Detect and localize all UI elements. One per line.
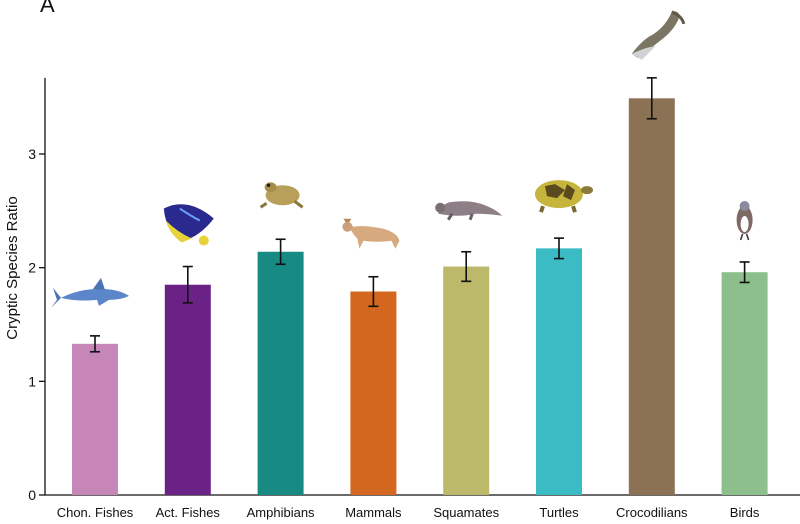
x-tick-label: Act. Fishes (156, 505, 221, 520)
bird-legs (739, 233, 750, 241)
x-tick-label: Mammals (345, 505, 402, 520)
frog-legs (259, 200, 304, 209)
animal-icons (51, 10, 753, 308)
y-axis-title: Cryptic Species Ratio (4, 196, 21, 339)
bar (628, 98, 675, 495)
tortoise-head (581, 186, 593, 195)
x-tick-label: Birds (730, 505, 760, 520)
bird-breast (740, 215, 749, 232)
x-tick-label: Chon. Fishes (57, 505, 134, 520)
y-tick-label: 1 (28, 373, 36, 389)
lizard-icon (435, 201, 503, 221)
fish-stripe (179, 207, 201, 222)
bar (350, 291, 397, 495)
x-tick-labels: Chon. Fishes Act. Fishes Amphibians Mammals… (57, 505, 760, 520)
crocodile-icon (631, 10, 686, 60)
croc-body (631, 11, 680, 58)
frog-icon (259, 182, 304, 209)
y-tick-label: 2 (28, 260, 36, 276)
bar (721, 272, 768, 495)
shark-tail (51, 287, 61, 308)
error-bars (90, 77, 750, 353)
shark-icon (51, 277, 129, 308)
croc-tail (671, 10, 686, 25)
bar (257, 251, 304, 495)
y-tick-label: 3 (28, 146, 36, 162)
axes: 0 1 2 3 (28, 77, 800, 503)
wildcat-icon (342, 218, 400, 249)
lizard-body (438, 201, 503, 216)
lizard-head (435, 202, 446, 213)
bird-icon (736, 200, 753, 241)
croc-jaw (631, 45, 656, 60)
frog-eye (266, 183, 271, 188)
x-tick-label: Turtles (539, 505, 579, 520)
tortoise-icon (535, 180, 593, 213)
x-tick-label: Crocodilians (616, 505, 688, 520)
bar (443, 266, 490, 495)
bars (72, 98, 768, 495)
bar (536, 248, 582, 495)
bar (72, 343, 118, 495)
shark-body (61, 288, 129, 306)
fish-yellow (165, 220, 192, 243)
shark-fin (93, 277, 105, 290)
fish-tail (198, 235, 209, 246)
y-tick-label: 0 (28, 487, 36, 503)
cat-body (347, 222, 400, 249)
bar (164, 284, 211, 495)
cat-head (342, 221, 353, 232)
frog-head (264, 182, 277, 193)
bird-head (739, 200, 750, 211)
panel-label: A (40, 0, 55, 17)
lizard-legs (446, 212, 474, 221)
x-tick-label: Amphibians (247, 505, 315, 520)
fish-body (163, 204, 214, 241)
shell-pattern (545, 184, 575, 201)
x-tick-label: Squamates (433, 505, 499, 520)
angelfish-icon (163, 204, 214, 246)
tortoise-legs (539, 205, 577, 213)
